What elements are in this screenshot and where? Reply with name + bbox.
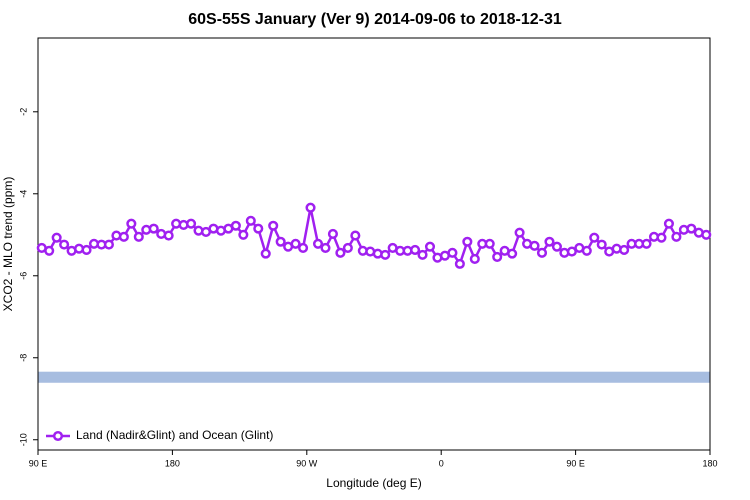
data-point bbox=[462, 236, 473, 247]
data-point bbox=[230, 220, 241, 231]
data-point bbox=[656, 232, 667, 243]
data-point bbox=[641, 238, 652, 249]
x-tick-label: 90 E bbox=[566, 458, 585, 468]
data-point bbox=[566, 246, 577, 257]
data-point bbox=[290, 238, 301, 249]
data-point bbox=[253, 223, 264, 234]
data-point bbox=[424, 241, 436, 252]
data-point bbox=[350, 230, 361, 241]
data-point bbox=[148, 223, 159, 234]
data-point bbox=[298, 242, 309, 253]
data-point bbox=[163, 230, 174, 241]
legend-label: Land (Nadir&Glint) and Ocean (Glint) bbox=[76, 428, 273, 442]
data-point bbox=[268, 220, 279, 231]
data-point bbox=[186, 218, 197, 229]
data-point bbox=[454, 258, 465, 269]
data-point bbox=[686, 223, 697, 234]
x-tick-label: 90 W bbox=[296, 458, 318, 468]
x-tick-label: 180 bbox=[165, 458, 180, 468]
y-tick-label: -8 bbox=[18, 354, 28, 362]
data-point bbox=[551, 241, 562, 252]
data-point bbox=[447, 247, 458, 258]
chart-title: 60S-55S January (Ver 9) 2014-09-06 to 20… bbox=[188, 11, 562, 28]
legend-marker bbox=[52, 430, 64, 442]
y-tick-label: -6 bbox=[18, 272, 28, 280]
data-point bbox=[417, 249, 428, 260]
data-point bbox=[342, 242, 353, 253]
data-point bbox=[469, 253, 480, 265]
data-point bbox=[484, 238, 495, 249]
x-tick-label: 90 E bbox=[29, 458, 48, 468]
data-point bbox=[81, 244, 92, 255]
data-point bbox=[103, 239, 114, 250]
data-point bbox=[663, 218, 674, 229]
data-point bbox=[544, 236, 555, 247]
reference-band bbox=[38, 371, 710, 383]
data-point bbox=[133, 231, 144, 242]
y-tick-label: -4 bbox=[18, 190, 28, 198]
data-point bbox=[514, 227, 525, 238]
data-point bbox=[245, 215, 256, 226]
data-point bbox=[410, 244, 421, 255]
data-point bbox=[238, 229, 249, 240]
data-point bbox=[492, 251, 503, 262]
data-point bbox=[380, 249, 391, 260]
data-point bbox=[671, 231, 682, 242]
data-point bbox=[118, 231, 129, 242]
data-point bbox=[536, 247, 548, 258]
data-point bbox=[59, 239, 70, 250]
x-tick-label: 180 bbox=[702, 458, 717, 468]
data-point bbox=[260, 248, 271, 259]
data-point bbox=[126, 218, 137, 229]
x-tick-label: 0 bbox=[439, 458, 444, 468]
data-point bbox=[529, 240, 540, 251]
y-tick-label: -2 bbox=[18, 108, 28, 116]
data-point bbox=[581, 245, 592, 256]
data-point bbox=[335, 247, 346, 258]
data-point bbox=[701, 229, 712, 240]
data-point bbox=[305, 202, 316, 213]
data-point bbox=[596, 239, 607, 250]
x-axis-label: Longitude (deg E) bbox=[326, 476, 421, 490]
data-point bbox=[619, 244, 630, 255]
data-point bbox=[320, 242, 331, 253]
plot-frame bbox=[37, 37, 711, 451]
y-tick-label: -10 bbox=[18, 433, 28, 446]
data-point bbox=[275, 236, 286, 247]
data-point bbox=[51, 232, 62, 243]
data-point bbox=[507, 248, 518, 259]
data-point bbox=[327, 228, 338, 240]
y-axis-label: XCO2 - MLO trend (ppm) bbox=[1, 177, 15, 312]
data-point bbox=[589, 232, 600, 243]
data-point bbox=[312, 238, 324, 249]
data-point bbox=[44, 245, 55, 256]
